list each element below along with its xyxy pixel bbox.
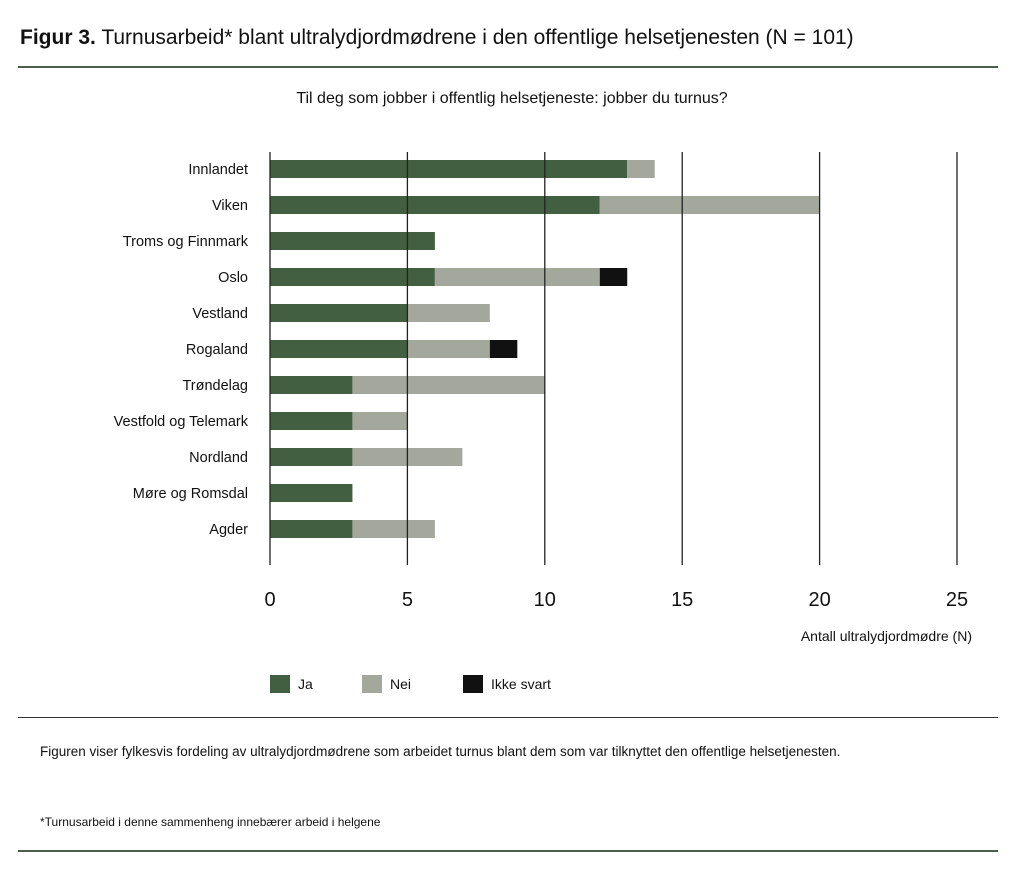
figure-title: Figur 3. Turnusarbeid* blant ultralydjor…: [20, 26, 854, 50]
bar-ja: [270, 376, 353, 394]
bar-nei: [352, 412, 408, 430]
bar-ja: [270, 340, 408, 358]
category-label: Trøndelag: [182, 378, 248, 394]
category-label: Vestland: [192, 306, 248, 322]
legend-item-ikke-svart: Ikke svart: [463, 675, 551, 693]
category-label: Viken: [212, 198, 248, 214]
figure-title-text: Turnusarbeid* blant ultralydjordmødrene …: [101, 26, 854, 49]
category-label: Innlandet: [188, 162, 248, 178]
bar-ja: [270, 196, 600, 214]
bar-ja: [270, 412, 353, 430]
bar-ja: [270, 268, 435, 286]
category-label: Vestfold og Telemark: [114, 414, 249, 430]
tick-label: 10: [534, 589, 556, 611]
legend-item-nei: Nei: [362, 675, 411, 693]
legend-label: Ja: [298, 676, 313, 692]
bar-ja: [270, 232, 435, 250]
bottom-rule: [18, 850, 998, 852]
legend-label: Nei: [390, 676, 412, 692]
tick-label: 25: [946, 589, 968, 611]
bar-ikke-svart: [489, 340, 518, 358]
divider: [18, 717, 998, 718]
bar-nei: [407, 340, 490, 358]
x-axis-label: Antall ultralydjordmødre (N): [801, 628, 972, 644]
category-label: Troms og Finnmark: [123, 234, 249, 250]
legend-swatch: [463, 675, 483, 693]
bar-nei: [627, 160, 655, 178]
category-label: Agder: [209, 522, 248, 538]
legend-label: Ikke svart: [491, 676, 551, 692]
caption: Figuren viser fylkesvis fordeling av ult…: [40, 744, 841, 759]
bar-nei: [434, 268, 600, 286]
legend-swatch: [362, 675, 382, 693]
top-rule: [18, 66, 998, 68]
footnote: *Turnusarbeid i denne sammenheng innebær…: [40, 815, 381, 829]
tick-label: 0: [264, 589, 275, 611]
figure-label: Figur 3.: [20, 26, 96, 49]
legend-swatch: [270, 675, 290, 693]
tick-label: 5: [402, 589, 413, 611]
category-label: Rogaland: [186, 342, 248, 358]
bar-ja: [270, 484, 353, 502]
category-label: Møre og Romsdal: [133, 486, 248, 502]
category-label: Oslo: [218, 270, 248, 286]
tick-label: 15: [671, 589, 693, 611]
bar-nei: [352, 520, 435, 538]
category-label: Nordland: [189, 450, 248, 466]
bar-ja: [270, 520, 353, 538]
bar-ja: [270, 160, 628, 178]
bar-nei: [407, 304, 490, 322]
bar-nei: [599, 196, 820, 214]
bar-ja: [270, 304, 408, 322]
bar-nei: [352, 376, 545, 394]
bar-ikke-svart: [599, 268, 628, 286]
legend-item-ja: Ja: [270, 675, 313, 693]
tick-label: 20: [808, 589, 830, 611]
chart-title: Til deg som jobber i offentlig helsetjen…: [296, 90, 728, 107]
bar-ja: [270, 448, 353, 466]
